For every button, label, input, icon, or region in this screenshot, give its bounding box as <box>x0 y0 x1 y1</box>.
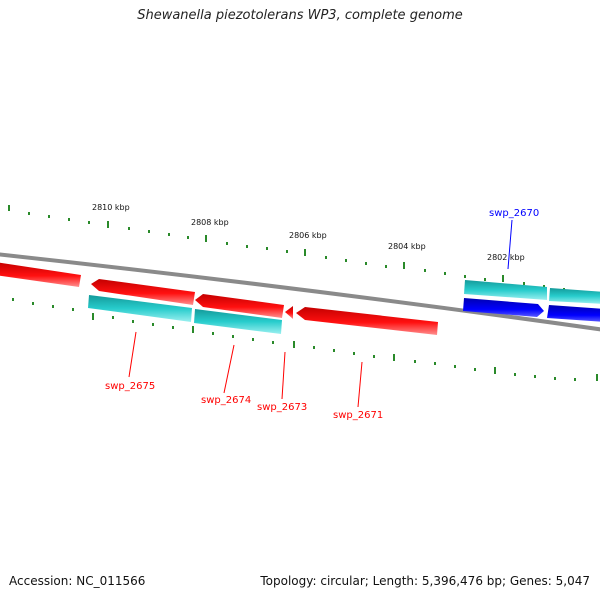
gene-arrow-swp-2674[interactable] <box>195 294 284 318</box>
feature-arrow-lower-cyan-2[interactable] <box>194 309 282 334</box>
kbp-label-2808: 2808 kbp <box>191 218 229 227</box>
kbp-label-2802: 2802 kbp <box>487 253 525 262</box>
gene-label-swp-2670[interactable]: swp_2670 <box>489 208 539 219</box>
kbp-label-2810: 2810 kbp <box>92 203 130 212</box>
gene-arrow-swp-2676[interactable] <box>0 262 81 287</box>
gene-label-swp-2673[interactable]: swp_2673 <box>257 402 307 413</box>
gene-arrow-swp-2671[interactable] <box>296 307 438 335</box>
gene-label-swp-2675[interactable]: swp_2675 <box>105 381 155 392</box>
gene-callouts: swp_2675 swp_2674 swp_2673 swp_2671 swp_… <box>105 208 539 421</box>
gene-label-swp-2671[interactable]: swp_2671 <box>333 410 383 421</box>
feature-arrow-upper-cyan-2[interactable] <box>549 288 600 304</box>
gene-arrow-swp-2673[interactable] <box>285 306 293 319</box>
callout-line-swp-2671 <box>357 361 363 408</box>
map-title: Shewanella piezotolerans WP3, complete g… <box>137 8 463 23</box>
gene-arrow-swp-2675[interactable] <box>91 279 195 305</box>
accession-label: Accession: NC_011566 <box>9 574 146 588</box>
callout-line-swp-2674 <box>223 344 235 394</box>
kbp-label-2804: 2804 kbp <box>388 242 426 251</box>
genome-backbone <box>0 252 600 332</box>
gene-arrow-swp-2670[interactable] <box>463 298 544 317</box>
genome-summary: Topology: circular; Length: 5,396,476 bp… <box>260 574 590 588</box>
callout-line-swp-2673 <box>281 351 286 400</box>
gene-label-swp-2674[interactable]: swp_2674 <box>201 395 251 406</box>
feature-arrow-upper-cyan-1[interactable] <box>464 280 547 300</box>
upper-feature-track <box>0 262 600 335</box>
callout-line-swp-2670 <box>507 219 513 270</box>
scale-labels: 2810 kbp 2808 kbp 2806 kbp 2804 kbp 2802… <box>92 203 525 262</box>
feature-arrow-lower-cyan-1[interactable] <box>88 295 192 322</box>
callout-line-swp-2675 <box>128 331 137 378</box>
kbp-label-2806: 2806 kbp <box>289 231 327 240</box>
scale-ticks-lower <box>12 298 598 381</box>
gene-arrow-swp-2669[interactable] <box>547 305 600 322</box>
lower-feature-track <box>88 295 600 334</box>
